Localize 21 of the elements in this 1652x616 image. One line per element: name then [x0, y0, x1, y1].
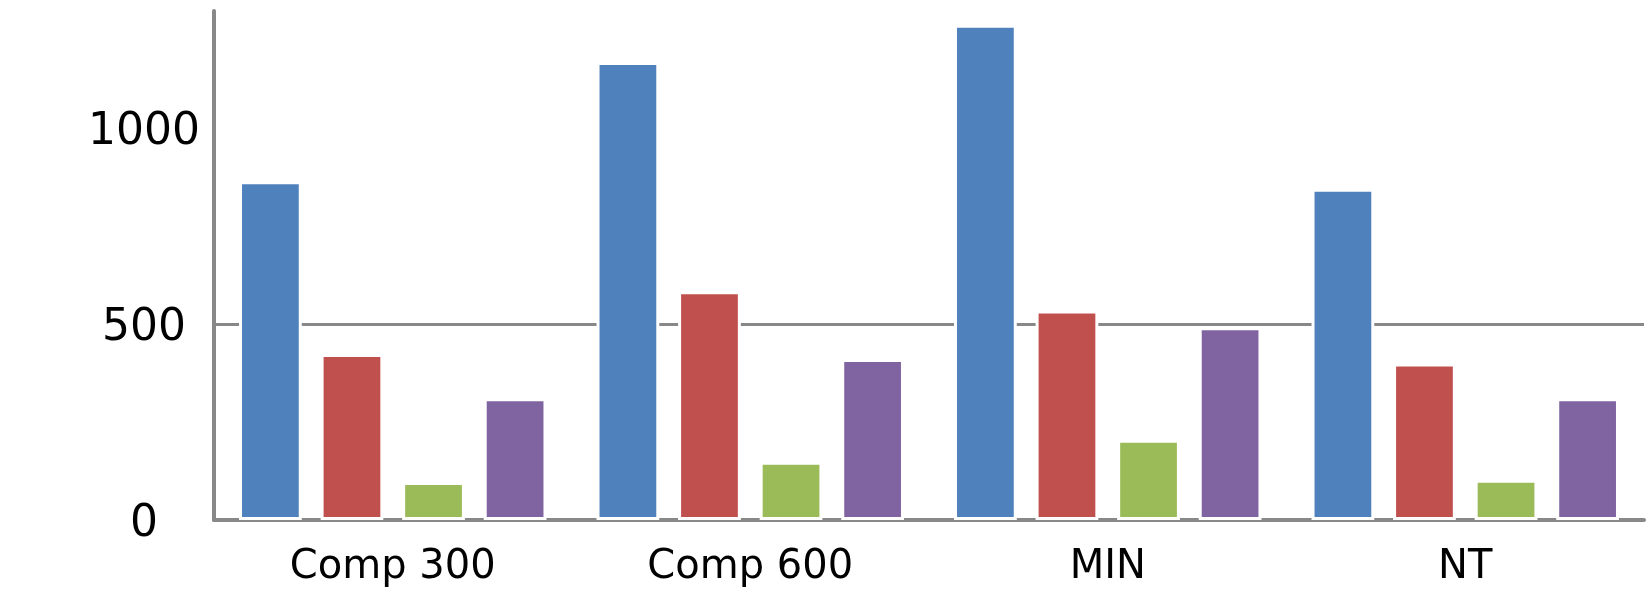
y-tick-label: 1000	[88, 102, 200, 154]
bar	[1474, 479, 1538, 520]
x-tick-label: NT	[1438, 541, 1493, 587]
x-tick-label: Comp 600	[647, 541, 854, 587]
bar	[954, 24, 1017, 520]
x-tick-label: Comp 300	[289, 541, 496, 587]
bar	[759, 461, 823, 520]
bar	[1198, 327, 1262, 520]
y-tick-label: 500	[102, 298, 186, 350]
bar	[678, 291, 741, 520]
bar	[1556, 398, 1619, 520]
bar	[483, 398, 547, 520]
bar	[239, 181, 302, 520]
y-tick-label: 0	[130, 494, 158, 546]
bar	[1393, 363, 1456, 520]
x-tick-label: MIN	[1069, 541, 1146, 587]
bar	[1311, 188, 1375, 520]
bar	[1035, 310, 1099, 520]
bar	[841, 359, 904, 520]
bar	[402, 482, 465, 520]
bar	[1117, 439, 1180, 520]
